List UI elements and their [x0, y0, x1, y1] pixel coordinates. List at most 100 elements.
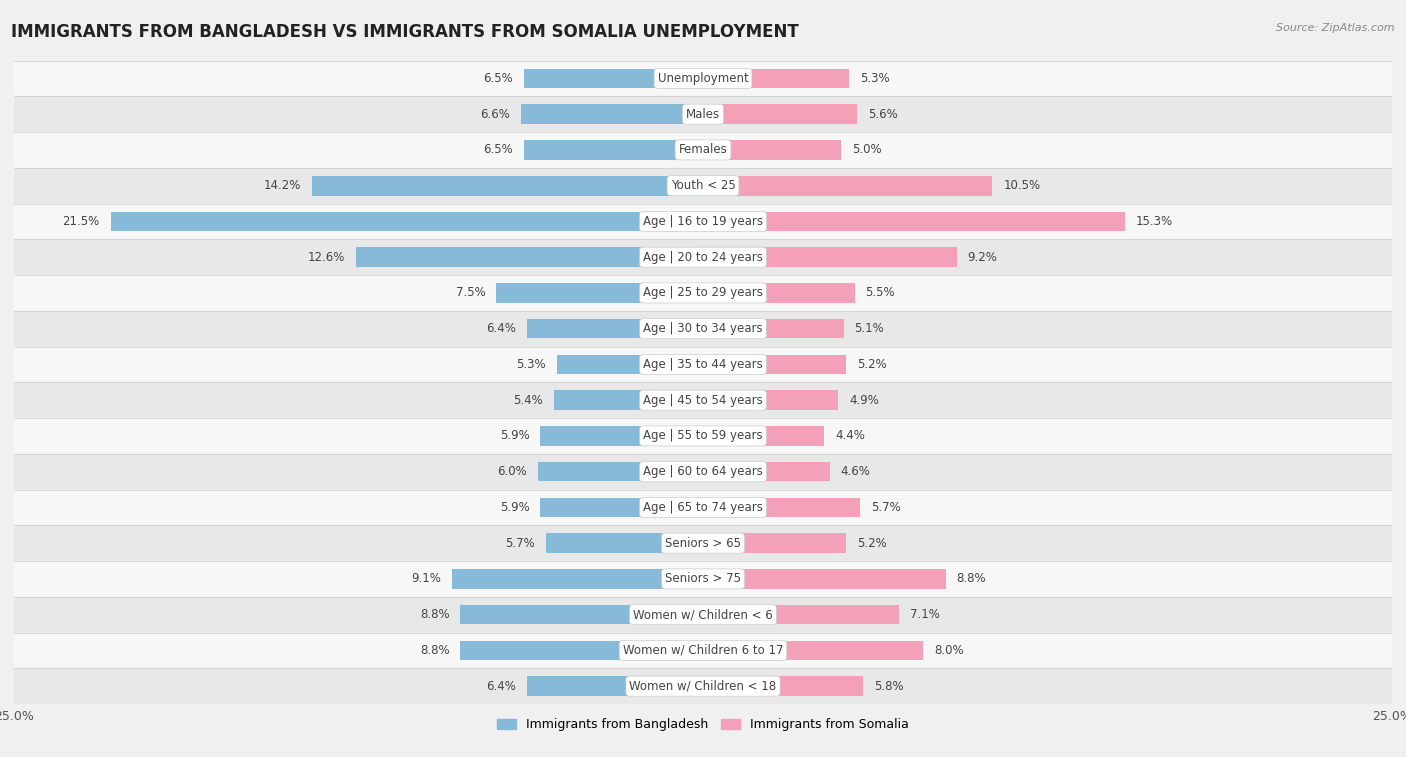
- Bar: [703, 640, 924, 660]
- Bar: [14, 204, 1392, 239]
- Bar: [703, 676, 863, 696]
- Text: Women w/ Children < 6: Women w/ Children < 6: [633, 608, 773, 621]
- Bar: [703, 462, 830, 481]
- Bar: [14, 633, 1392, 668]
- Text: 6.5%: 6.5%: [484, 72, 513, 85]
- Text: 21.5%: 21.5%: [62, 215, 100, 228]
- Text: 8.8%: 8.8%: [420, 608, 450, 621]
- Bar: [703, 354, 846, 374]
- Text: 5.6%: 5.6%: [869, 107, 898, 120]
- Bar: [703, 104, 858, 124]
- Text: Age | 25 to 29 years: Age | 25 to 29 years: [643, 286, 763, 300]
- Text: 12.6%: 12.6%: [308, 251, 344, 263]
- Text: 5.0%: 5.0%: [852, 143, 882, 157]
- Bar: [703, 534, 846, 553]
- Text: Age | 45 to 54 years: Age | 45 to 54 years: [643, 394, 763, 407]
- Text: Seniors > 65: Seniors > 65: [665, 537, 741, 550]
- Bar: [703, 140, 841, 160]
- Bar: [14, 453, 1392, 490]
- Text: 6.4%: 6.4%: [485, 680, 516, 693]
- Text: 8.0%: 8.0%: [935, 644, 965, 657]
- Bar: [14, 311, 1392, 347]
- Bar: [524, 140, 703, 160]
- Bar: [14, 275, 1392, 311]
- Text: Women w/ Children < 18: Women w/ Children < 18: [630, 680, 776, 693]
- Bar: [14, 668, 1392, 704]
- Bar: [537, 462, 703, 481]
- Text: 5.9%: 5.9%: [499, 501, 530, 514]
- Bar: [540, 426, 703, 446]
- Text: Age | 20 to 24 years: Age | 20 to 24 years: [643, 251, 763, 263]
- Bar: [703, 497, 860, 517]
- Bar: [703, 319, 844, 338]
- Text: 5.3%: 5.3%: [860, 72, 890, 85]
- Text: Age | 60 to 64 years: Age | 60 to 64 years: [643, 465, 763, 478]
- Text: 5.4%: 5.4%: [513, 394, 543, 407]
- Text: Females: Females: [679, 143, 727, 157]
- Bar: [703, 426, 824, 446]
- Text: Age | 35 to 44 years: Age | 35 to 44 years: [643, 358, 763, 371]
- Bar: [356, 248, 703, 267]
- Text: 6.4%: 6.4%: [485, 322, 516, 335]
- Text: 9.1%: 9.1%: [412, 572, 441, 585]
- Text: 5.5%: 5.5%: [866, 286, 896, 300]
- Bar: [461, 640, 703, 660]
- Text: IMMIGRANTS FROM BANGLADESH VS IMMIGRANTS FROM SOMALIA UNEMPLOYMENT: IMMIGRANTS FROM BANGLADESH VS IMMIGRANTS…: [11, 23, 799, 41]
- Bar: [496, 283, 703, 303]
- Bar: [527, 319, 703, 338]
- Text: Youth < 25: Youth < 25: [671, 179, 735, 192]
- Text: 7.1%: 7.1%: [910, 608, 939, 621]
- Text: 5.7%: 5.7%: [872, 501, 901, 514]
- Bar: [14, 418, 1392, 453]
- Text: 4.4%: 4.4%: [835, 429, 865, 442]
- Text: 5.2%: 5.2%: [858, 358, 887, 371]
- Text: 4.6%: 4.6%: [841, 465, 870, 478]
- Bar: [703, 283, 855, 303]
- Bar: [522, 104, 703, 124]
- Text: 5.1%: 5.1%: [855, 322, 884, 335]
- Bar: [111, 212, 703, 231]
- Bar: [14, 96, 1392, 132]
- Text: Age | 65 to 74 years: Age | 65 to 74 years: [643, 501, 763, 514]
- Bar: [14, 597, 1392, 633]
- Legend: Immigrants from Bangladesh, Immigrants from Somalia: Immigrants from Bangladesh, Immigrants f…: [492, 713, 914, 737]
- Bar: [14, 490, 1392, 525]
- Text: 7.5%: 7.5%: [456, 286, 485, 300]
- Bar: [524, 69, 703, 89]
- Text: 15.3%: 15.3%: [1136, 215, 1173, 228]
- Bar: [14, 347, 1392, 382]
- Text: Males: Males: [686, 107, 720, 120]
- Bar: [14, 382, 1392, 418]
- Text: Age | 55 to 59 years: Age | 55 to 59 years: [643, 429, 763, 442]
- Text: Age | 30 to 34 years: Age | 30 to 34 years: [643, 322, 763, 335]
- Bar: [14, 561, 1392, 597]
- Bar: [453, 569, 703, 589]
- Bar: [14, 168, 1392, 204]
- Text: 6.0%: 6.0%: [496, 465, 527, 478]
- Text: 8.8%: 8.8%: [420, 644, 450, 657]
- Bar: [554, 391, 703, 410]
- Bar: [703, 391, 838, 410]
- Text: 6.5%: 6.5%: [484, 143, 513, 157]
- Text: 10.5%: 10.5%: [1004, 179, 1040, 192]
- Text: 6.6%: 6.6%: [481, 107, 510, 120]
- Text: 8.8%: 8.8%: [956, 572, 986, 585]
- Text: Age | 16 to 19 years: Age | 16 to 19 years: [643, 215, 763, 228]
- Text: 5.2%: 5.2%: [858, 537, 887, 550]
- Text: Women w/ Children 6 to 17: Women w/ Children 6 to 17: [623, 644, 783, 657]
- Text: Seniors > 75: Seniors > 75: [665, 572, 741, 585]
- Text: Unemployment: Unemployment: [658, 72, 748, 85]
- Text: 5.9%: 5.9%: [499, 429, 530, 442]
- Bar: [703, 248, 956, 267]
- Bar: [703, 176, 993, 195]
- Text: 5.7%: 5.7%: [505, 537, 534, 550]
- Bar: [14, 239, 1392, 275]
- Text: 4.9%: 4.9%: [849, 394, 879, 407]
- Bar: [527, 676, 703, 696]
- Bar: [461, 605, 703, 625]
- Bar: [703, 569, 945, 589]
- Text: 5.3%: 5.3%: [516, 358, 546, 371]
- Bar: [703, 69, 849, 89]
- Bar: [703, 212, 1125, 231]
- Bar: [540, 497, 703, 517]
